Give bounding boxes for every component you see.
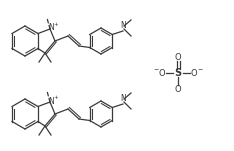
Text: N: N: [120, 94, 126, 103]
Text: N: N: [48, 96, 54, 106]
Text: N: N: [120, 21, 126, 30]
Text: N: N: [48, 24, 54, 32]
Text: O: O: [159, 69, 165, 77]
Text: −: −: [153, 66, 159, 72]
Text: −: −: [197, 66, 203, 72]
Text: O: O: [175, 53, 181, 61]
Text: +: +: [53, 22, 58, 27]
Text: S: S: [174, 68, 182, 78]
Text: O: O: [191, 69, 197, 77]
Text: +: +: [53, 95, 58, 100]
Text: O: O: [175, 85, 181, 93]
